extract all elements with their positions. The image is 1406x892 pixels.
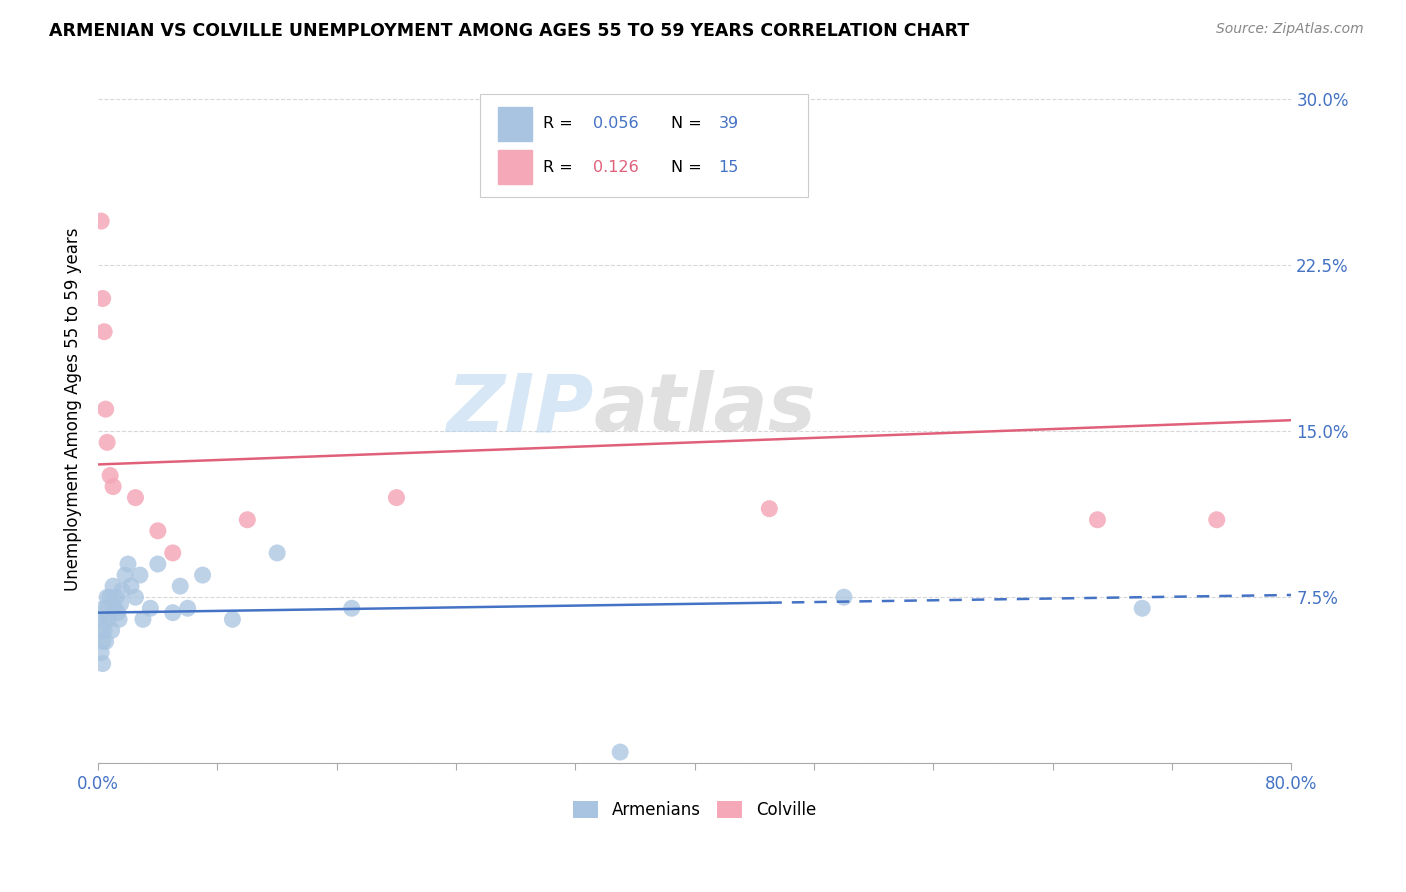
Point <box>101 479 124 493</box>
Point <box>176 601 198 615</box>
Point <box>90 646 112 660</box>
Point <box>93 624 115 638</box>
Point <box>91 292 114 306</box>
FancyBboxPatch shape <box>498 150 533 184</box>
Point <box>162 546 184 560</box>
Point <box>132 612 155 626</box>
Point <box>129 568 152 582</box>
Point <box>169 579 191 593</box>
Text: ARMENIAN VS COLVILLE UNEMPLOYMENT AMONG AGES 55 TO 59 YEARS CORRELATION CHART: ARMENIAN VS COLVILLE UNEMPLOYMENT AMONG … <box>49 22 970 40</box>
Point <box>107 606 129 620</box>
Point <box>236 513 259 527</box>
Point <box>98 468 121 483</box>
FancyBboxPatch shape <box>479 94 808 197</box>
Point <box>385 491 408 505</box>
Text: atlas: atlas <box>593 370 815 448</box>
Point <box>758 501 780 516</box>
Text: R =: R = <box>543 116 574 131</box>
Point <box>94 634 117 648</box>
Point <box>114 568 136 582</box>
Text: N =: N = <box>671 116 702 131</box>
Point <box>191 568 214 582</box>
Point <box>101 579 124 593</box>
Text: 0.056: 0.056 <box>593 116 638 131</box>
Point <box>98 591 121 605</box>
Text: ZIP: ZIP <box>446 370 593 448</box>
Point <box>111 583 134 598</box>
Text: 15: 15 <box>718 160 740 175</box>
Text: 39: 39 <box>718 116 738 131</box>
Point <box>266 546 288 560</box>
Point <box>162 606 184 620</box>
Point <box>93 325 115 339</box>
Point <box>91 657 114 671</box>
Point <box>100 624 122 638</box>
Point <box>93 601 115 615</box>
Text: Source: ZipAtlas.com: Source: ZipAtlas.com <box>1216 22 1364 37</box>
Point <box>146 557 169 571</box>
Point <box>96 601 118 615</box>
Point <box>124 591 146 605</box>
Point <box>120 579 142 593</box>
Text: N =: N = <box>671 160 702 175</box>
Point <box>139 601 162 615</box>
Point <box>94 402 117 417</box>
Legend: Armenians, Colville: Armenians, Colville <box>567 794 823 826</box>
Point <box>90 214 112 228</box>
Point <box>1087 513 1109 527</box>
Text: R =: R = <box>543 160 574 175</box>
Point <box>832 591 855 605</box>
Text: 0.126: 0.126 <box>593 160 640 175</box>
Point <box>221 612 243 626</box>
Point <box>96 591 118 605</box>
Point <box>90 624 112 638</box>
Point <box>97 612 120 626</box>
Point <box>1205 513 1227 527</box>
Point <box>110 597 132 611</box>
Point <box>89 612 111 626</box>
Y-axis label: Unemployment Among Ages 55 to 59 years: Unemployment Among Ages 55 to 59 years <box>65 227 82 591</box>
Point <box>117 557 139 571</box>
Point <box>108 612 131 626</box>
Point <box>146 524 169 538</box>
Point <box>91 634 114 648</box>
Point <box>124 491 146 505</box>
Point <box>96 435 118 450</box>
Point <box>105 591 128 605</box>
Point <box>1130 601 1153 615</box>
FancyBboxPatch shape <box>498 107 533 141</box>
Point <box>103 601 125 615</box>
Point <box>609 745 631 759</box>
Point <box>94 612 117 626</box>
Point <box>340 601 363 615</box>
